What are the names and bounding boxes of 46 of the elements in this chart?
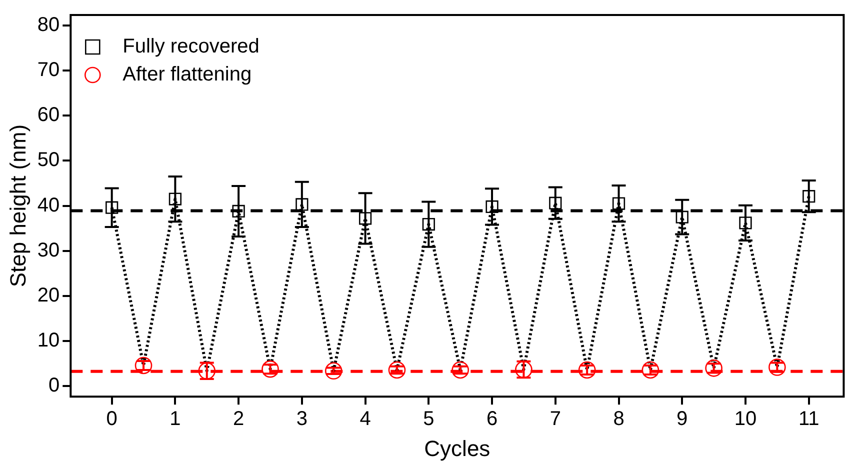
point bbox=[676, 210, 688, 224]
x-tick-label: 10 bbox=[734, 408, 757, 430]
y-tick-label: 20 bbox=[37, 284, 60, 307]
x-tick-label: 0 bbox=[106, 408, 118, 430]
x-tick-label: 5 bbox=[423, 408, 434, 430]
point bbox=[486, 200, 498, 214]
x-tick-label: 11 bbox=[798, 408, 820, 430]
y-axis-title: Step height (nm) bbox=[5, 124, 30, 288]
y-tick-label: 80 bbox=[37, 14, 60, 36]
point bbox=[324, 362, 342, 380]
y-tick-label: 70 bbox=[37, 58, 60, 81]
point bbox=[358, 212, 372, 225]
point bbox=[106, 201, 118, 214]
y-tick-label: 10 bbox=[37, 330, 60, 352]
y-tick-label: 60 bbox=[37, 104, 60, 126]
point bbox=[705, 360, 722, 377]
point bbox=[802, 190, 816, 203]
x-axis-title: Cycles bbox=[424, 436, 490, 461]
point bbox=[134, 356, 152, 374]
point bbox=[388, 361, 406, 379]
point bbox=[232, 204, 245, 218]
point bbox=[768, 358, 786, 376]
point bbox=[612, 197, 626, 210]
point bbox=[549, 196, 562, 210]
legend-label: After flattening bbox=[122, 64, 252, 86]
x-tick-label: 6 bbox=[486, 408, 498, 430]
point bbox=[262, 360, 279, 378]
point bbox=[452, 361, 469, 379]
x-tick-label: 8 bbox=[613, 408, 624, 430]
legend-label: Fully recovered bbox=[122, 36, 260, 58]
x-tick-label: 7 bbox=[550, 408, 561, 430]
x-tick-label: 4 bbox=[360, 408, 371, 430]
point bbox=[296, 198, 308, 211]
point bbox=[642, 361, 660, 379]
point bbox=[168, 192, 182, 206]
y-tick-label: 30 bbox=[37, 239, 60, 262]
x-tick-label: 2 bbox=[233, 408, 244, 430]
point bbox=[422, 218, 435, 231]
point bbox=[739, 216, 752, 230]
y-tick-label: 40 bbox=[37, 194, 60, 216]
y-tick-label: 0 bbox=[48, 374, 60, 397]
x-tick-label: 9 bbox=[676, 408, 688, 430]
point bbox=[578, 361, 596, 379]
y-tick-label: 50 bbox=[37, 149, 60, 172]
x-tick-label: 3 bbox=[296, 408, 308, 430]
x-tick-label: 1 bbox=[170, 408, 181, 430]
